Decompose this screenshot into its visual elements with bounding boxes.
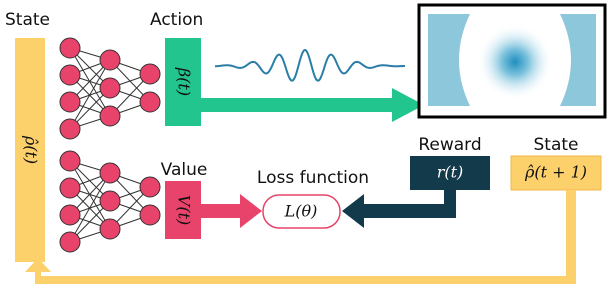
neuron (140, 92, 160, 112)
neuron (60, 205, 80, 225)
neural-networks (60, 38, 160, 252)
reward-label: Reward (418, 135, 481, 155)
next-state-label: State (534, 135, 579, 155)
neuron (140, 205, 160, 225)
action-math: β(t) (175, 67, 194, 96)
diagram: ρ̂(t) State Action β(t) Reward r(t) Stat… (0, 0, 614, 288)
neuron (100, 50, 120, 70)
state-label: State (5, 10, 50, 30)
neuron (60, 65, 80, 85)
neuron (140, 64, 160, 84)
neuron (60, 92, 80, 112)
action-label: Action (150, 10, 203, 30)
neuron (100, 163, 120, 183)
neuron (60, 119, 80, 139)
neuron (60, 38, 80, 58)
next-state-math: ρ̂(t + 1) (524, 163, 587, 182)
neuron (60, 151, 80, 171)
neuron (60, 178, 80, 198)
neuron (140, 177, 160, 197)
neuron (100, 106, 120, 126)
beam-spot (477, 24, 553, 100)
loss-label: Loss function (257, 168, 369, 188)
neuron (100, 219, 120, 239)
neuron (100, 78, 120, 98)
reward-arrow (342, 190, 456, 228)
action-arrow (201, 88, 424, 122)
value-label: Value (161, 160, 208, 180)
loss-math: L(θ) (284, 202, 318, 221)
neuron (60, 232, 80, 252)
value-arrow (201, 194, 262, 228)
reward-math: r(t) (437, 163, 464, 182)
pulse-wave (215, 50, 405, 81)
state-math: ρ̂(t) (22, 135, 41, 164)
neuron (100, 191, 120, 211)
value-math: V(t) (175, 195, 194, 225)
